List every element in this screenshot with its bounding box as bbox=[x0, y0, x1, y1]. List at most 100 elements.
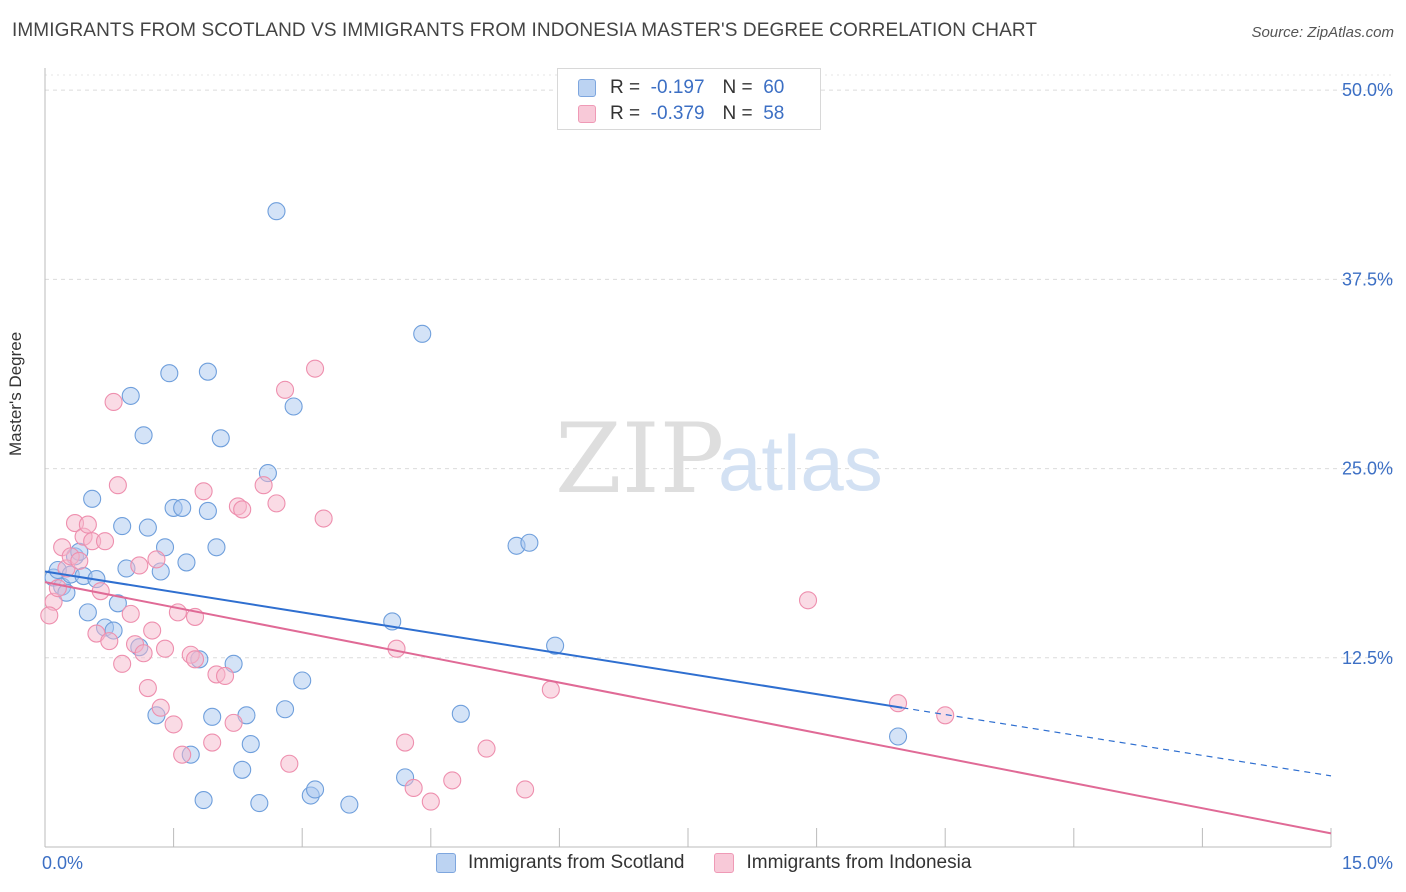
scotland-point bbox=[293, 671, 312, 690]
scotland-point bbox=[284, 397, 303, 416]
indonesia-point bbox=[936, 706, 955, 725]
scotland-point bbox=[451, 704, 470, 723]
indonesia-point bbox=[151, 698, 170, 717]
indonesia-swatch bbox=[578, 105, 596, 123]
indonesia-point bbox=[143, 621, 162, 640]
indonesia-point bbox=[113, 654, 132, 673]
indonesia-point bbox=[443, 771, 462, 790]
n-label: N = bbox=[722, 103, 753, 124]
scotland-point bbox=[207, 538, 226, 557]
indonesia-point bbox=[233, 500, 252, 519]
indonesia-point bbox=[396, 733, 415, 752]
scotland-legend-label: Immigrants from Scotland bbox=[468, 852, 685, 873]
scotland-point bbox=[520, 533, 539, 552]
indonesia-point bbox=[134, 644, 153, 663]
scotland-point bbox=[413, 324, 432, 343]
indonesia-point bbox=[254, 476, 273, 495]
indonesia-point bbox=[215, 666, 235, 685]
indonesia-legend-swatch bbox=[714, 853, 735, 873]
watermark-zip: ZIP bbox=[555, 403, 724, 515]
indonesia-point bbox=[314, 509, 333, 528]
indonesia-point bbox=[78, 515, 97, 534]
indonesia-point bbox=[121, 604, 140, 623]
scotland-point bbox=[546, 636, 565, 655]
indonesia-point bbox=[306, 359, 325, 378]
x-tick-label: 0.0% bbox=[42, 853, 83, 873]
scotland-point bbox=[113, 517, 132, 536]
indonesia-point bbox=[280, 754, 299, 773]
indonesia-point bbox=[104, 392, 123, 412]
indonesia-point bbox=[477, 739, 496, 758]
indonesia-n-value: 58 bbox=[763, 103, 785, 124]
scotland-point bbox=[267, 202, 286, 221]
indonesia-point bbox=[108, 476, 127, 495]
indonesia-point bbox=[185, 650, 205, 669]
legend-item-indonesia: Immigrants from Indonesia bbox=[714, 852, 971, 874]
y-tick-label: 37.5% bbox=[1342, 269, 1393, 289]
scotland-point bbox=[340, 795, 359, 814]
source-credit: Source: ZipAtlas.com bbox=[1251, 24, 1394, 41]
indonesia-point bbox=[541, 680, 560, 699]
indonesia-point bbox=[138, 679, 157, 698]
scotland-point bbox=[173, 498, 192, 517]
scotland-trend-extension bbox=[902, 707, 1332, 777]
indonesia-legend-label: Immigrants from Indonesia bbox=[746, 852, 972, 873]
axes bbox=[44, 68, 1332, 848]
gridlines bbox=[45, 74, 1393, 659]
n-label: N = bbox=[722, 77, 753, 98]
indonesia-point bbox=[164, 715, 183, 734]
scotland-point bbox=[888, 727, 908, 746]
indonesia-point bbox=[203, 733, 222, 752]
y-tick-label: 50.0% bbox=[1342, 80, 1393, 100]
indonesia-point bbox=[267, 494, 286, 513]
scotland-point bbox=[108, 594, 127, 613]
legend-row-scotland: R = -0.197 N = 60 bbox=[578, 77, 784, 99]
trend-lines bbox=[44, 570, 1332, 835]
indonesia-point bbox=[276, 380, 295, 399]
scotland-point bbox=[78, 603, 97, 622]
indonesia-point bbox=[147, 550, 166, 569]
r-label: R = bbox=[610, 77, 641, 98]
watermark-atlas: atlas bbox=[718, 419, 883, 507]
chart-title: IMMIGRANTS FROM SCOTLAND VS IMMIGRANTS F… bbox=[12, 20, 1038, 41]
indonesia-point bbox=[100, 632, 119, 651]
scotland-point bbox=[138, 518, 157, 537]
scotland-point bbox=[121, 386, 140, 405]
scotland-swatch bbox=[578, 79, 596, 97]
watermark: ZIP atlas bbox=[555, 403, 883, 515]
indonesia-point bbox=[798, 591, 818, 610]
indonesia-point bbox=[173, 745, 192, 764]
y-tick-label: 25.0% bbox=[1342, 459, 1393, 479]
scotland-point bbox=[134, 426, 153, 445]
scotland-point bbox=[276, 700, 295, 719]
scotland-point bbox=[83, 489, 102, 508]
indonesia-point bbox=[70, 551, 89, 570]
scotland-point bbox=[306, 780, 325, 799]
scotland-point bbox=[203, 707, 222, 726]
correlation-legend: R = -0.197 N = 60 R = -0.379 N = 58 bbox=[557, 68, 821, 130]
scotland-trend-line bbox=[44, 570, 903, 709]
legend-row-indonesia: R = -0.379 N = 58 bbox=[578, 103, 784, 125]
scotland-legend-swatch bbox=[436, 853, 456, 873]
tick-labels: 12.5% 25.0% 37.5% 50.0% 0.0% 15.0% bbox=[42, 80, 1393, 873]
scotland-point bbox=[194, 791, 213, 810]
x-tick-label: 15.0% bbox=[1342, 853, 1393, 873]
indonesia-point bbox=[421, 792, 440, 811]
indonesia-point bbox=[404, 778, 423, 798]
scotland-point bbox=[198, 501, 217, 521]
indonesia-point bbox=[40, 606, 59, 625]
indonesia-point bbox=[48, 579, 67, 598]
legend-item-scotland: Immigrants from Scotland bbox=[436, 852, 684, 874]
scotland-point bbox=[233, 760, 252, 779]
y-axis-label: Master's Degree bbox=[6, 331, 25, 456]
scotland-point bbox=[198, 362, 217, 381]
scotland-r-value: -0.197 bbox=[650, 77, 705, 98]
scotland-point bbox=[211, 429, 230, 448]
indonesia-point bbox=[224, 713, 243, 732]
r-label: R = bbox=[610, 103, 641, 124]
scotland-point bbox=[160, 364, 179, 383]
scotland-point bbox=[177, 553, 196, 572]
indonesia-point bbox=[95, 532, 115, 551]
indonesia-point bbox=[130, 556, 149, 575]
